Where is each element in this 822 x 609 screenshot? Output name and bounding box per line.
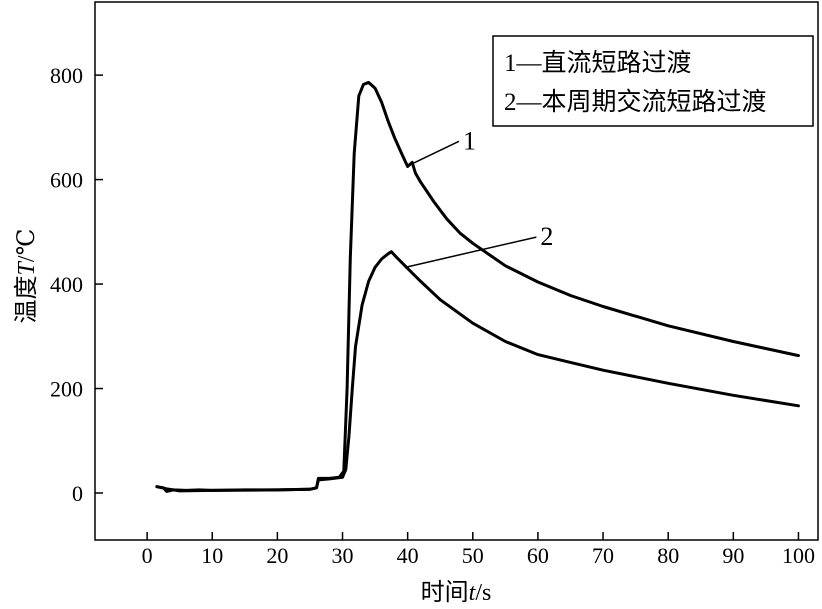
x-tick-label: 20: [266, 543, 288, 568]
x-tick-label: 60: [527, 543, 549, 568]
series-1-line: [155, 80, 800, 493]
legend-entry-2: 2—本周期交流短路过渡: [504, 88, 767, 116]
axis-ticks: 0 10 20 30 40 50 60 70 80 90 100 0 200 400 600 800: [50, 63, 815, 568]
callout-line-2: [406, 236, 537, 268]
x-tick-label: 80: [657, 543, 679, 568]
legend: 1—直流短路过渡 2—本周期交流短路过渡: [492, 35, 814, 127]
y-tick-label: 400: [50, 272, 83, 297]
y-tick-label: 0: [72, 481, 83, 506]
y-axis-label-var: T: [14, 260, 40, 275]
series-layer: [155, 80, 800, 493]
x-tick-label: 40: [397, 543, 419, 568]
x-axis-label: 时间t/s: [421, 579, 492, 606]
y-axis-label-prefix: 温度: [13, 275, 40, 323]
x-tick-label: 100: [782, 543, 815, 568]
x-axis-label-unit: /s: [475, 580, 491, 606]
x-axis-label-var: t: [469, 580, 477, 606]
y-tick-label: 600: [50, 168, 83, 193]
x-tick-label: 50: [462, 543, 484, 568]
y-tick-label: 800: [50, 63, 83, 88]
annotation-layer: 12: [406, 126, 553, 268]
x-tick-label: 0: [142, 543, 153, 568]
x-tick-label: 30: [332, 543, 354, 568]
legend-entry-1: 1—直流短路过渡: [504, 49, 692, 77]
callout-label-1: 1: [463, 126, 476, 155]
plot-area-frame: [94, 1, 819, 541]
y-axis-label-unit: /℃: [14, 229, 40, 263]
callout-label-2: 2: [540, 222, 553, 251]
series-2-line: [155, 250, 800, 493]
x-tick-label: 70: [592, 543, 614, 568]
y-axis-label: 温度T/℃: [13, 229, 40, 324]
legend-box: [492, 35, 814, 127]
x-axis-label-prefix: 时间: [421, 579, 469, 606]
callout-line-1: [408, 140, 460, 167]
x-tick-label: 90: [722, 543, 744, 568]
x-tick-label: 10: [201, 543, 223, 568]
y-tick-label: 200: [50, 377, 83, 402]
